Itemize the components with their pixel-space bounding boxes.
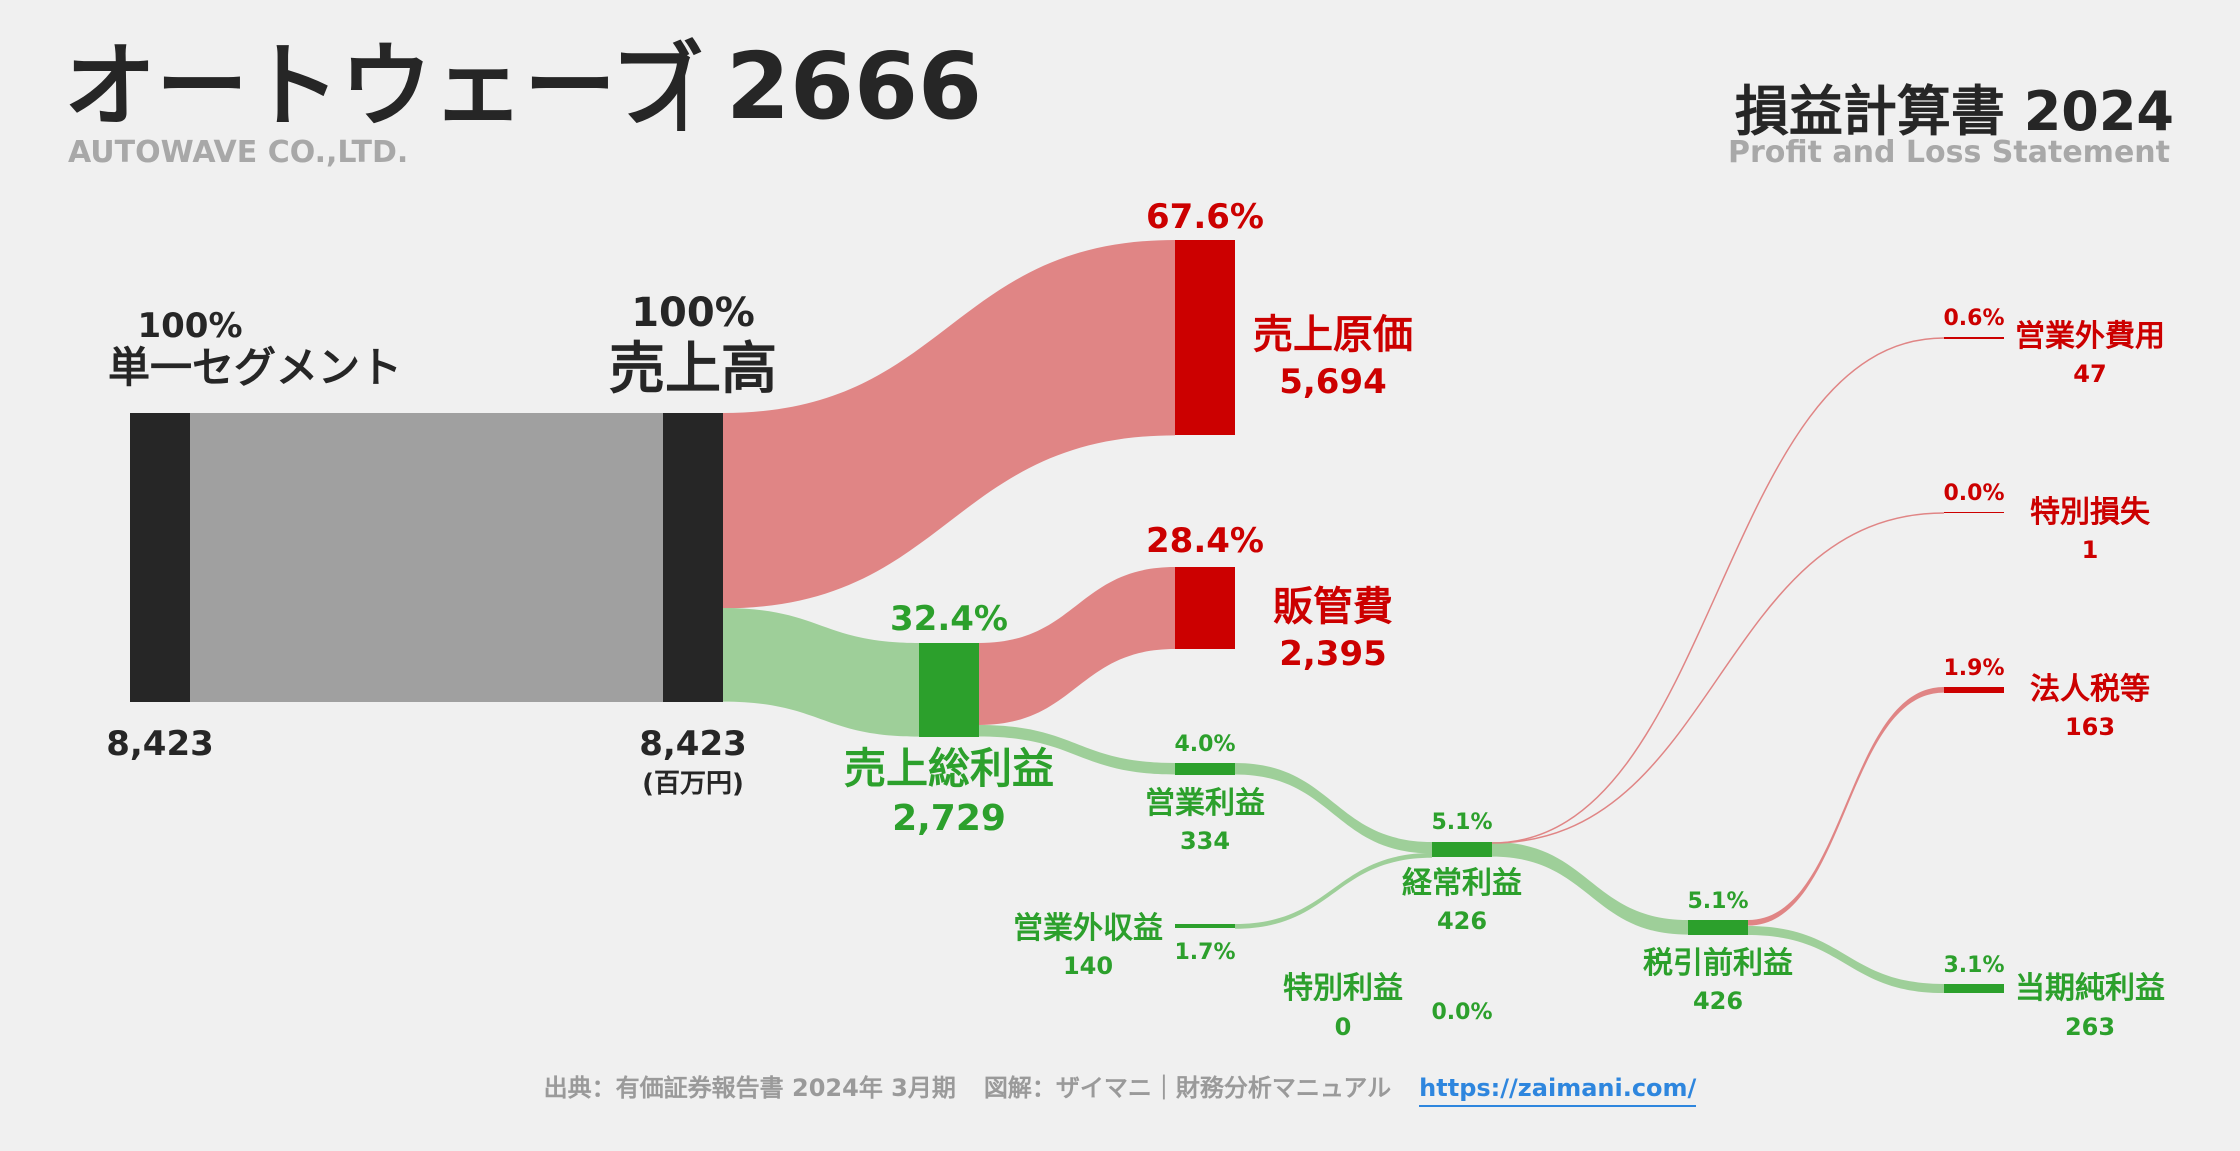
- tax-value: 163: [2065, 713, 2115, 741]
- tax-pct: 1.9%: [1943, 656, 2004, 681]
- ext-loss-label: 特別損失: [2030, 495, 2151, 530]
- statement-title-en: Profit and Loss Statement: [1728, 135, 2170, 170]
- sga-pct: 28.4%: [1146, 521, 1264, 561]
- ext-gain-pct: 0.0%: [1431, 1000, 1492, 1025]
- ext-gain-label: 特別利益: [1283, 971, 1403, 1006]
- revenue-label: 売上高: [609, 337, 777, 402]
- gross-pct: 32.4%: [890, 599, 1008, 639]
- ext-loss-pct: 0.0%: [1943, 481, 2004, 506]
- ticker-code: 2666: [726, 33, 982, 140]
- gross-value: 2,729: [892, 798, 1006, 839]
- cogs-label: 売上原価: [1253, 312, 1413, 358]
- op-pct: 4.0%: [1174, 732, 1235, 757]
- node-bar-segment: [130, 413, 190, 702]
- sga-label: 販管費: [1273, 584, 1393, 630]
- pretax-label: 税引前利益: [1643, 946, 1793, 981]
- revenue-value: 8,423: [639, 724, 747, 764]
- cogs-value: 5,694: [1279, 362, 1387, 402]
- flow-ordinary-to-nonop_exp: [1491, 337, 1945, 844]
- flow-ordinary-to-pretax: [1492, 842, 1688, 935]
- company-name: オートウェーブ: [64, 33, 702, 140]
- flow-revenue-to-cogs: [723, 240, 1175, 609]
- nonop-exp-value: 47: [2073, 360, 2106, 388]
- node-bar-ordinary: [1432, 842, 1492, 857]
- sga-value: 2,395: [1279, 634, 1387, 674]
- revenue-pct: 100%: [631, 290, 755, 336]
- title-separator: |: [668, 47, 694, 132]
- flow-revenue-to-gross: [723, 608, 919, 737]
- pretax-value: 426: [1693, 987, 1743, 1015]
- footer-url-link[interactable]: https://zaimani.com/: [1419, 1074, 1697, 1107]
- node-bar-revenue: [663, 413, 723, 702]
- flow-gross-to-op: [979, 725, 1175, 775]
- net-label: 当期純利益: [2015, 971, 2165, 1006]
- op-value: 334: [1180, 827, 1230, 855]
- node-bar-sga: [1175, 567, 1235, 649]
- ordinary-pct: 5.1%: [1431, 810, 1492, 835]
- ordinary-label: 経常利益: [1402, 866, 1522, 901]
- node-bar-tax: [1944, 687, 2004, 693]
- flow-pretax-to-net: [1748, 926, 1944, 994]
- unit-label: (百万円): [642, 769, 744, 799]
- ordinary-value: 426: [1437, 907, 1487, 935]
- nonop-exp-label: 営業外費用: [2015, 319, 2165, 354]
- statement-title: 損益計算書 2024: [1735, 80, 2174, 143]
- node-bar-net: [1944, 984, 2004, 993]
- segment-label: 単一セグメント: [108, 343, 402, 392]
- tax-label: 法人税等: [2030, 672, 2150, 707]
- ext-loss-value: 1: [2082, 536, 2099, 564]
- segment-value: 8,423: [106, 724, 214, 764]
- node-bar-gross: [919, 643, 979, 737]
- flow-ordinary-to-ext_loss: [1491, 512, 1945, 844]
- node-bar-op: [1175, 763, 1235, 775]
- flow-op-to-ordinary: [1235, 763, 1432, 854]
- gross-label: 売上総利益: [844, 744, 1054, 793]
- nonop-inc-pct: 1.7%: [1174, 940, 1235, 965]
- flow-gross-to-sga: [979, 567, 1175, 725]
- node-bar-nonop-exp: [1944, 337, 2004, 339]
- footer-credit: 図解：ザイマニ｜財務分析マニュアル: [983, 1074, 1392, 1102]
- node-bar-pretax: [1688, 920, 1748, 935]
- node-bar-nonop-inc: [1175, 924, 1235, 928]
- nonop-inc-label: 営業外収益: [1013, 911, 1163, 946]
- flow-nonop_inc-to-ordinary: [1235, 853, 1432, 929]
- nonop-exp-pct: 0.6%: [1943, 306, 2004, 331]
- node-bar-ext-loss: [1944, 512, 2004, 513]
- footer-source: 出典：有価証券報告書 2024年 3月期: [543, 1074, 956, 1102]
- net-value: 263: [2065, 1013, 2115, 1041]
- node-bar-cogs: [1175, 240, 1235, 435]
- footer: 出典：有価証券報告書 2024年 3月期 図解：ザイマニ｜財務分析マニュアル htt…: [0, 1068, 2240, 1107]
- segment-pct: 100%: [137, 306, 242, 346]
- flow-pretax-to-tax: [1748, 687, 1944, 926]
- op-label: 営業利益: [1145, 786, 1265, 821]
- ext-gain-value: 0: [1335, 1013, 1352, 1041]
- company-name-en: AUTOWAVE CO.,LTD.: [68, 135, 408, 170]
- nonop-inc-value: 140: [1063, 952, 1113, 980]
- flow-segment-to-revenue: [190, 413, 663, 702]
- pretax-pct: 5.1%: [1687, 889, 1748, 914]
- net-pct: 3.1%: [1943, 953, 2004, 978]
- cogs-pct: 67.6%: [1146, 197, 1264, 237]
- flow-bands: [190, 240, 1945, 994]
